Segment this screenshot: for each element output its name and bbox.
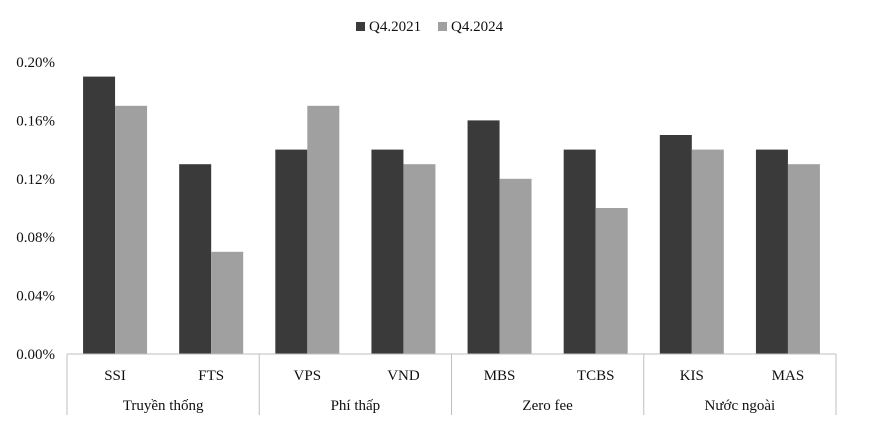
bar-tcbs-0 (563, 149, 596, 354)
x-category-label-5: TCBS (577, 368, 615, 384)
y-tick-label-0: 0.00% (16, 347, 55, 363)
bar-tcbs-1 (595, 208, 628, 354)
bars (83, 76, 820, 355)
y-axis: 0.00% 0.04% 0.08% 0.12% 0.16% 0.20% (16, 55, 55, 363)
x-group-label-2: Zero fee (522, 398, 573, 414)
bar-kis-0 (659, 135, 692, 354)
x-group-label-1: Phí thấp (331, 398, 381, 414)
bar-vnd-1 (403, 164, 436, 354)
x-category-label-7: MAS (772, 368, 805, 384)
x-category-label-3: VND (387, 368, 420, 384)
y-tick-label-4: 0.16% (16, 113, 55, 129)
x-category-label-1: FTS (198, 368, 224, 384)
legend: Q4.2021 Q4.2024 (356, 19, 504, 35)
bar-fts-0 (179, 164, 212, 354)
legend-label-1: Q4.2024 (451, 19, 504, 35)
x-category-label-6: KIS (680, 368, 704, 384)
x-group-label-0: Truyền thống (123, 398, 204, 414)
legend-label-0: Q4.2021 (369, 19, 421, 35)
bar-mbs-1 (499, 178, 532, 354)
y-tick-label-2: 0.08% (16, 230, 55, 246)
bar-ssi-1 (115, 105, 148, 354)
x-category-label-2: VPS (294, 368, 322, 384)
x-category-label-4: MBS (484, 368, 516, 384)
bar-fts-1 (211, 251, 244, 354)
bar-mas-0 (755, 149, 788, 354)
y-tick-label-5: 0.20% (16, 55, 55, 71)
legend-swatch-1 (438, 22, 447, 31)
bar-mas-1 (787, 164, 820, 354)
x-category-label-0: SSI (104, 368, 126, 384)
bar-vnd-0 (371, 149, 404, 354)
bar-vps-0 (275, 149, 308, 354)
bar-mbs-0 (467, 120, 500, 355)
bar-ssi-0 (83, 76, 116, 354)
bar-vps-1 (307, 105, 340, 354)
legend-swatch-0 (356, 22, 365, 31)
x-axis: SSI FTS VPS VND MBS TCBS KIS MAS Truyền thống Phí… (66, 353, 837, 415)
bar-kis-1 (691, 149, 724, 354)
x-group-label-3: Nước ngoài (705, 398, 776, 414)
y-tick-label-1: 0.04% (16, 289, 55, 305)
y-tick-label-3: 0.12% (16, 172, 55, 188)
